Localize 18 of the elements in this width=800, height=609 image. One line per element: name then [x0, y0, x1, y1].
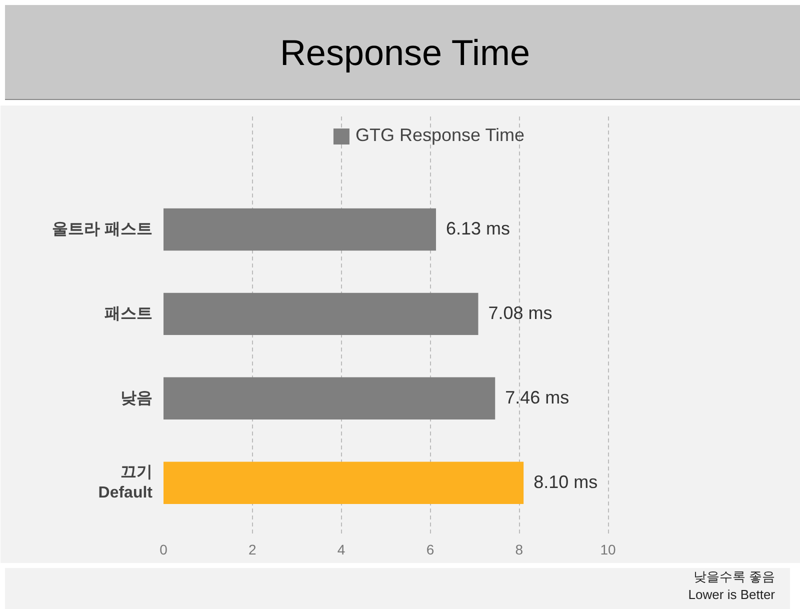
data-label: 7.46 ms: [505, 387, 570, 408]
y-tick-label: 패스트: [104, 305, 152, 322]
x-tick-label: 10: [600, 542, 616, 558]
y-tick-label: 낮음: [120, 390, 152, 407]
x-tick-label: 0: [160, 542, 168, 558]
data-label: 7.08 ms: [488, 302, 552, 323]
text: Lower is Better: [688, 587, 775, 602]
y-tick-label: 울트라 패스트: [52, 221, 153, 238]
x-tick-label: 2: [248, 542, 257, 558]
y-tick-label: 끄기 Default: [98, 464, 154, 502]
x-tick-label: 6: [426, 542, 434, 558]
text: 낮을수록 좋음: [693, 569, 775, 584]
x-tick-label: 4: [337, 542, 346, 558]
chart-title: Response Time: [280, 31, 530, 75]
legend-label: GTG Response Time: [355, 125, 525, 146]
x-tick-label: 8: [515, 542, 524, 558]
data-label: 6.13 ms: [446, 218, 510, 238]
data-label: 8.10 ms: [534, 472, 598, 492]
